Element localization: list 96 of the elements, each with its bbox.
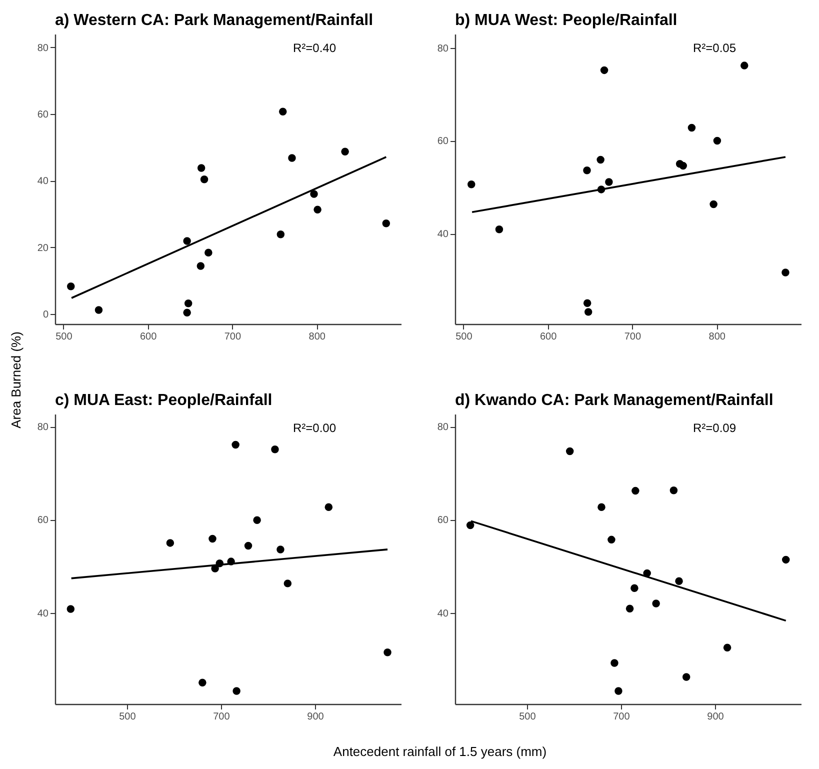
point — [253, 516, 261, 524]
point — [204, 248, 212, 257]
point — [782, 268, 790, 276]
x-tick-label: 700 — [613, 712, 630, 722]
point — [600, 66, 608, 74]
y-tick-label: 20 — [37, 242, 49, 254]
point — [232, 687, 240, 695]
x-tick-label: 500 — [519, 712, 536, 722]
point — [583, 299, 592, 307]
point — [183, 237, 191, 245]
y-tick-label: 80 — [437, 43, 449, 54]
y-tick-label: 40 — [37, 608, 49, 620]
point — [626, 604, 634, 612]
point — [583, 166, 591, 174]
point — [468, 180, 476, 188]
point — [384, 648, 392, 656]
y-tick-label: 60 — [437, 515, 449, 526]
x-tick-label: 500 — [456, 332, 473, 342]
annotation: R²=0.09 — [692, 421, 736, 435]
point — [382, 219, 390, 228]
y-tick-label: 80 — [37, 422, 49, 434]
point — [688, 124, 696, 132]
chart-title: d) Kwando CA: Park Management/Rainfall — [455, 392, 774, 409]
point — [682, 673, 690, 681]
chart-title: a) Western CA: Park Management/Rainfall — [55, 12, 374, 29]
x-tick-label: 700 — [624, 332, 642, 342]
x-tick-label: 900 — [707, 712, 724, 722]
point — [608, 536, 616, 544]
point — [310, 190, 318, 198]
point — [276, 546, 284, 554]
x-tick-label: 700 — [224, 332, 242, 342]
point — [632, 486, 640, 495]
point — [713, 136, 722, 145]
x-axis-title: Antecedent rainfall of 1.5 years (mm) — [333, 744, 547, 759]
y-tick-label: 0 — [42, 310, 49, 320]
point — [670, 486, 678, 494]
y-tick-label: 80 — [437, 422, 449, 434]
point — [314, 206, 322, 214]
annotation: R²=0.05 — [692, 41, 736, 55]
point — [184, 299, 192, 308]
point — [200, 175, 208, 184]
point — [584, 308, 592, 316]
x-tick-label: 900 — [307, 712, 324, 722]
point — [598, 503, 606, 511]
point — [675, 577, 683, 585]
point — [740, 62, 748, 70]
point — [610, 659, 618, 667]
point — [94, 306, 103, 314]
y-tick-label: 40 — [437, 608, 449, 620]
point — [679, 162, 687, 170]
point — [232, 440, 240, 449]
chart-title: c) MUA East: People/Rainfall — [55, 392, 272, 409]
point — [276, 230, 285, 238]
point — [284, 580, 292, 588]
point — [566, 447, 574, 456]
point — [198, 678, 206, 686]
point — [66, 282, 75, 290]
point — [208, 534, 216, 543]
y-tick-label: 60 — [37, 110, 49, 120]
x-tick-label: 600 — [540, 332, 558, 342]
point — [341, 148, 349, 156]
x-tick-label: 600 — [140, 332, 158, 342]
y-axis-title: Area Burned (%) — [8, 332, 24, 428]
y-tick-label: 40 — [437, 229, 449, 240]
y-tick-label: 80 — [37, 42, 49, 54]
point — [196, 262, 205, 270]
point — [710, 200, 718, 208]
point — [614, 687, 622, 695]
point — [605, 178, 613, 186]
x-tick-label: 500 — [56, 332, 73, 342]
point — [466, 521, 474, 530]
x-tick-label: 700 — [213, 712, 230, 722]
point — [652, 600, 660, 608]
point — [244, 542, 252, 550]
y-tick-label: 60 — [37, 515, 49, 526]
point — [183, 308, 191, 317]
point — [271, 446, 279, 454]
point — [197, 164, 206, 172]
annotation: R²=0.00 — [292, 421, 336, 435]
point — [66, 605, 75, 613]
x-tick-label: 800 — [708, 332, 726, 342]
point — [630, 584, 638, 592]
point — [596, 156, 604, 164]
point — [288, 154, 296, 162]
point — [166, 539, 174, 547]
y-tick-label: 40 — [37, 176, 49, 188]
x-tick-label: 500 — [119, 712, 136, 722]
point — [324, 503, 333, 511]
point — [495, 225, 504, 234]
y-tick-label: 60 — [437, 136, 449, 148]
annotation: R²=0.40 — [292, 41, 336, 55]
x-tick-label: 800 — [308, 332, 326, 342]
point — [723, 644, 732, 652]
point — [278, 108, 287, 116]
chart-title: b) MUA West: People/Rainfall — [455, 12, 678, 29]
point — [782, 556, 790, 564]
